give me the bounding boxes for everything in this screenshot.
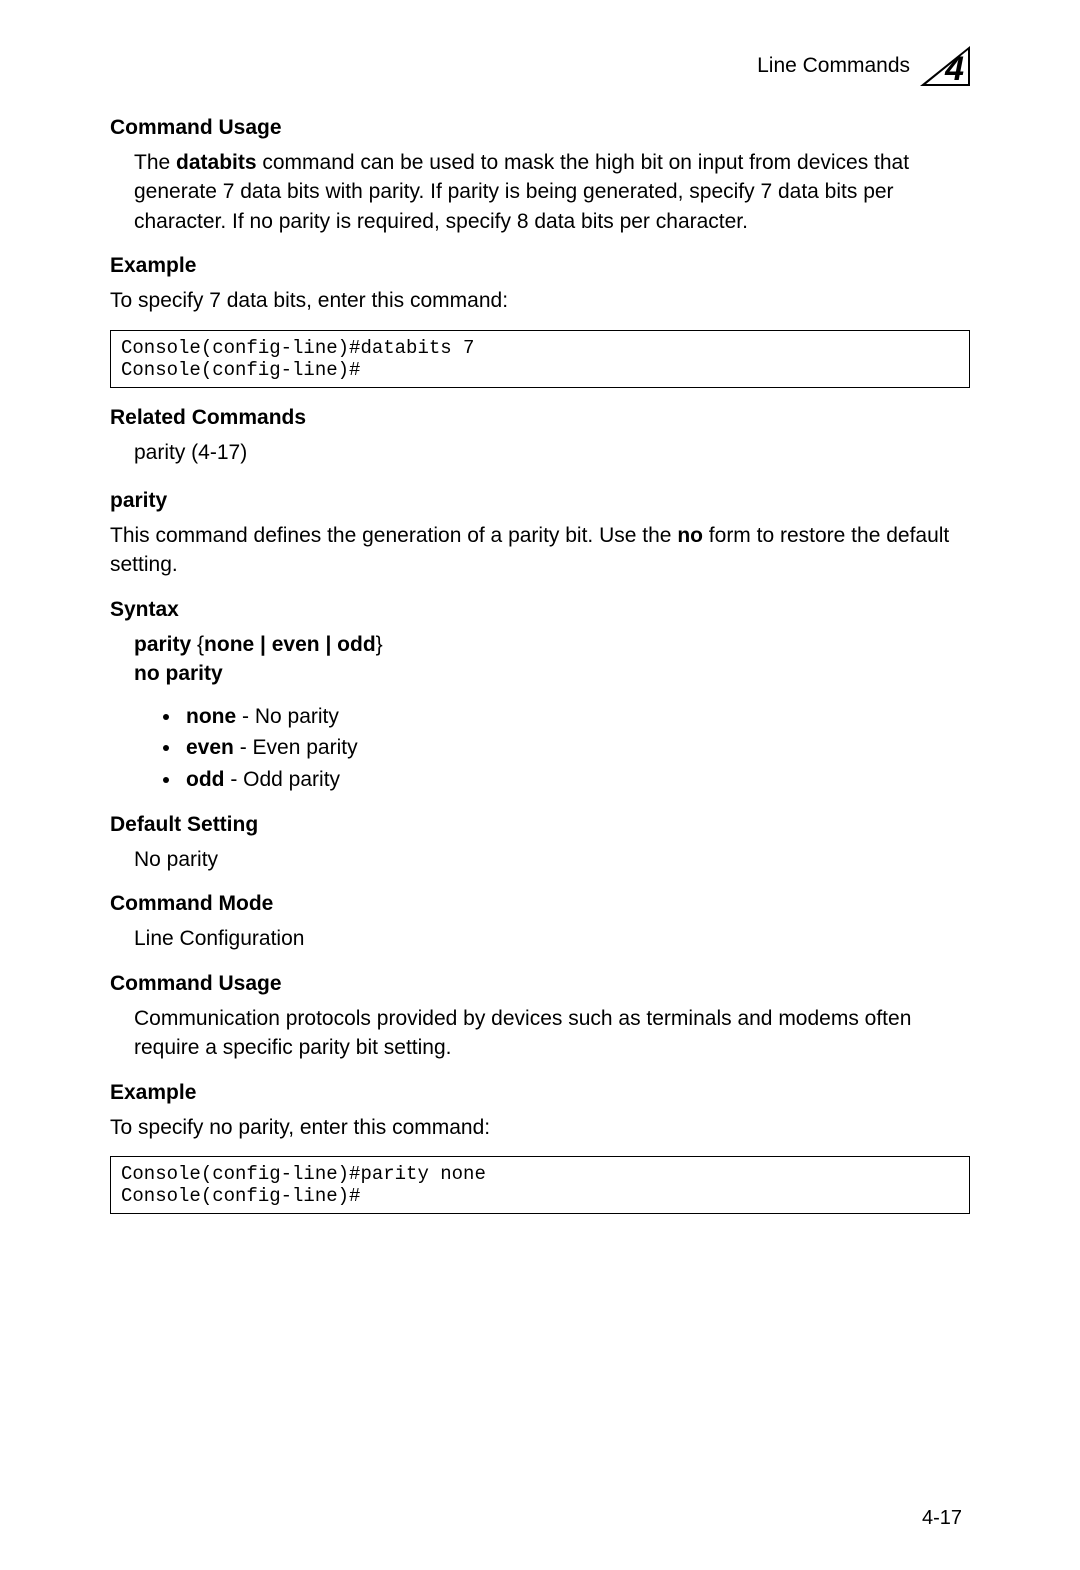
- syntax-option-none: none - No parity: [182, 701, 970, 733]
- syntax-option-even: even - Even parity: [182, 732, 970, 764]
- heading-default-setting: Default Setting: [110, 813, 970, 837]
- chapter-title: Line Commands: [757, 54, 910, 78]
- heading-example-2: Example: [110, 1081, 970, 1105]
- heading-command-usage-2: Command Usage: [110, 972, 970, 996]
- heading-related-commands: Related Commands: [110, 406, 970, 430]
- example-1-code: Console(config-line)#databits 7 Console(…: [110, 330, 970, 388]
- command-name-parity: parity: [110, 489, 970, 513]
- heading-command-mode: Command Mode: [110, 892, 970, 916]
- related-commands-text: parity (4-17): [134, 438, 970, 467]
- heading-example-1: Example: [110, 254, 970, 278]
- example-1-intro: To specify 7 data bits, enter this comma…: [110, 286, 970, 315]
- syntax-option-odd: odd - Odd parity: [182, 764, 970, 796]
- example-2-code: Console(config-line)#parity none Console…: [110, 1156, 970, 1214]
- command-mode-text: Line Configuration: [134, 924, 970, 953]
- chapter-badge: 4: [920, 46, 970, 86]
- heading-command-usage-1: Command Usage: [110, 116, 970, 140]
- command-usage-1-text: The databits command can be used to mask…: [134, 148, 970, 236]
- syntax-line-2: no parity: [134, 659, 970, 688]
- syntax-line-1: parity {none | even | odd}: [134, 630, 970, 659]
- example-2-intro: To specify no parity, enter this command…: [110, 1113, 970, 1142]
- parity-description: This command defines the generation of a…: [110, 521, 970, 580]
- heading-syntax: Syntax: [110, 598, 970, 622]
- syntax-options-list: none - No parity even - Even parity odd …: [182, 701, 970, 796]
- default-setting-text: No parity: [134, 845, 970, 874]
- chapter-number: 4: [945, 52, 964, 86]
- command-usage-2-text: Communication protocols provided by devi…: [134, 1004, 970, 1063]
- page-number: 4-17: [922, 1507, 962, 1530]
- page-header: Line Commands 4: [110, 46, 970, 86]
